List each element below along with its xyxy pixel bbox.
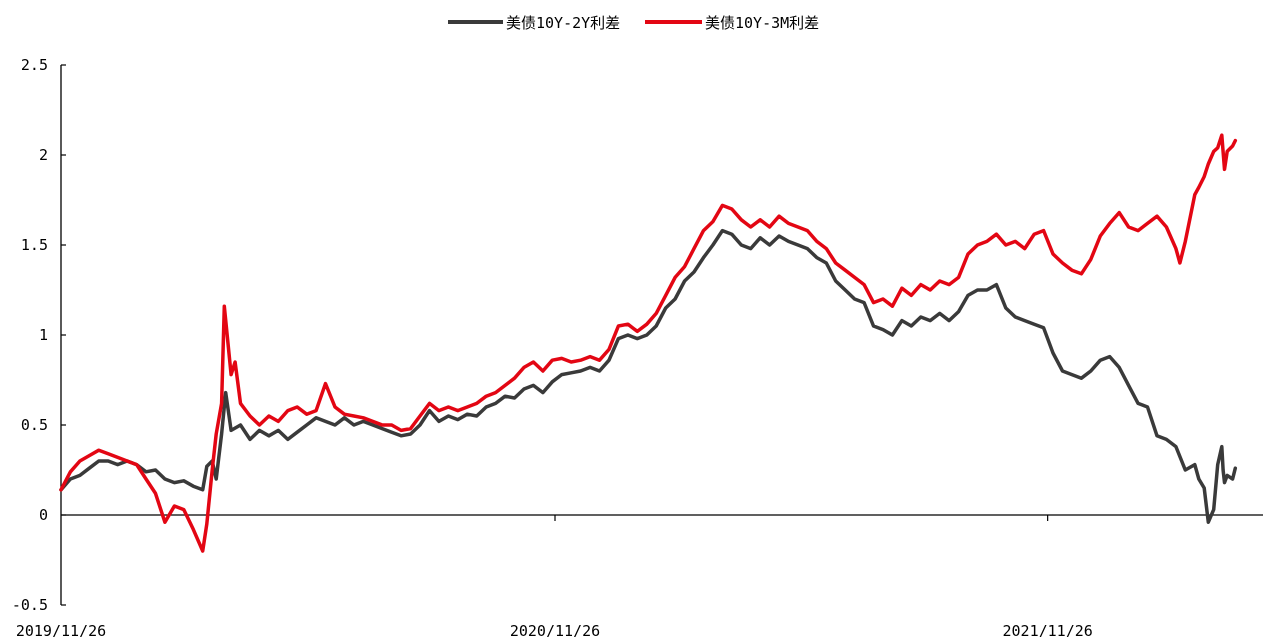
- y-tick-label: 0.5: [21, 416, 48, 434]
- y-tick-label: 1.5: [21, 236, 48, 254]
- legend: 美债10Y-2Y利差 美债10Y-3M利差: [448, 14, 819, 32]
- legend-label-10y3m: 美债10Y-3M利差: [705, 14, 819, 32]
- legend-label-10y2y: 美债10Y-2Y利差: [506, 14, 620, 32]
- x-tick-label: 2020/11/26: [510, 622, 600, 637]
- y-tick-label: 2.5: [21, 56, 48, 74]
- x-tick-label: 2019/11/26: [16, 622, 106, 637]
- y-tick-label: 2: [39, 146, 48, 164]
- y-tick-label: 0: [39, 506, 48, 524]
- y-tick-label: 1: [39, 326, 48, 344]
- x-tick-label: 2021/11/26: [1002, 622, 1092, 637]
- series-line-10y3m: [59, 133, 1238, 553]
- axes: 2.5 2 1.5 1 0.5 0 -0.5 2019/11/26 2020/11/26 2021…: [12, 56, 1263, 637]
- series-layer: [59, 133, 1238, 553]
- series-line-10y2y: [59, 228, 1238, 524]
- y-tick-label: -0.5: [12, 596, 48, 614]
